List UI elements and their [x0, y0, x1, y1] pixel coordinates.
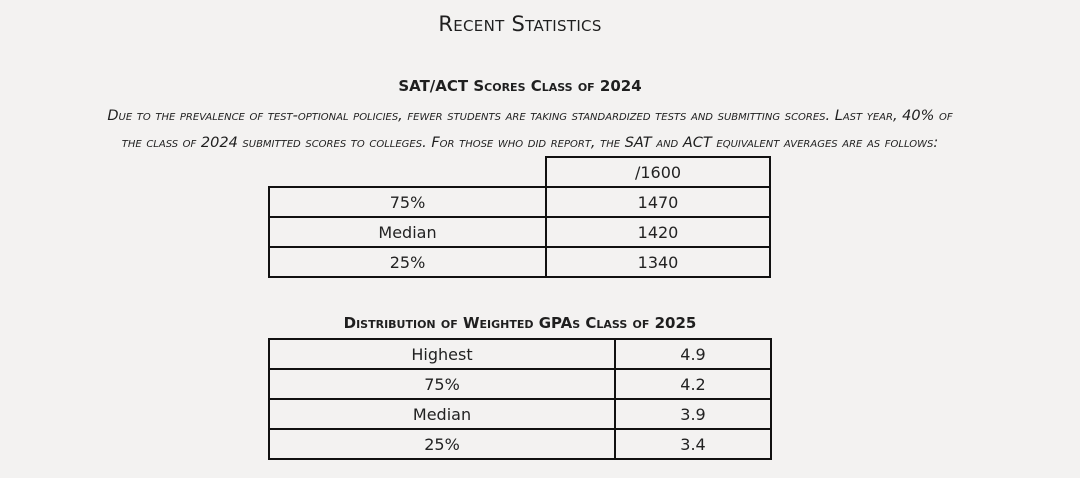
row-value: 1470 [545, 186, 771, 218]
table-row: Median 3.9 [268, 398, 772, 430]
row-label: 75% [268, 368, 616, 400]
row-label: Highest [268, 338, 616, 370]
row-value: 4.2 [614, 368, 772, 400]
table-row: 25% 3.4 [268, 428, 772, 460]
table-row: Median 1420 [268, 216, 771, 248]
row-label: 25% [268, 428, 616, 460]
row-value: 3.9 [614, 398, 772, 430]
gpa-distribution-table: Highest 4.9 75% 4.2 Median 3.9 25% 3.4 [268, 338, 772, 460]
row-value: 1420 [545, 216, 771, 248]
column-header: /1600 [545, 156, 771, 188]
table-header-row: /1600 [269, 156, 771, 188]
row-label: Median [268, 398, 616, 430]
page-title: Recent Statistics [438, 12, 602, 36]
table-row: 75% 4.2 [268, 368, 772, 400]
sat-section-title: SAT/ACT Scores Class of 2024 [398, 77, 642, 95]
table-row: 25% 1340 [268, 246, 771, 278]
gpa-section-title: Distribution of Weighted GPAs Class of 2… [343, 314, 697, 332]
row-label: Median [268, 216, 547, 248]
header-blank-cell [269, 157, 546, 187]
row-value: 3.4 [614, 428, 772, 460]
row-label: 75% [268, 186, 547, 218]
sat-intro-text: Due to the prevalence of test-optional p… [10, 103, 1050, 157]
intro-line-2: the class of 2024 submitted scores to co… [121, 135, 939, 151]
row-value: 4.9 [614, 338, 772, 370]
row-value: 1340 [545, 246, 771, 278]
table-row: Highest 4.9 [268, 338, 772, 370]
intro-line-1: Due to the prevalence of test-optional p… [107, 108, 953, 124]
sat-scores-table: /1600 75% 1470 Median 1420 25% 1340 [268, 156, 771, 278]
row-label: 25% [268, 246, 547, 278]
table-row: 75% 1470 [268, 186, 771, 218]
